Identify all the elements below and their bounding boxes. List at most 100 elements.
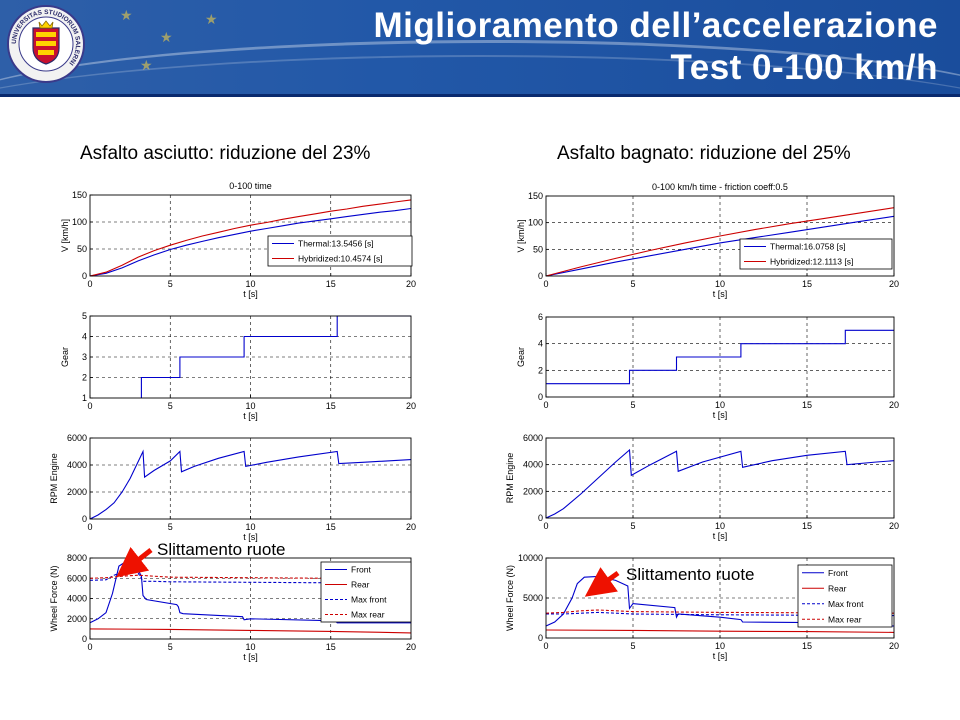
x-tick-label: 20	[406, 642, 416, 652]
x-tick-label: 20	[889, 641, 899, 651]
series-line-rear	[545, 629, 895, 633]
y-axis-label: Gear	[60, 347, 70, 367]
y-tick-label: 2000	[67, 614, 87, 624]
star-icon: ★	[160, 30, 173, 46]
y-tick-label: 150	[72, 190, 87, 200]
star-icon: ★	[120, 8, 133, 24]
x-axis-label: t [s]	[713, 289, 728, 299]
y-tick-label: 0	[538, 633, 543, 643]
x-tick-label: 0	[87, 401, 92, 411]
x-tick-label: 5	[630, 400, 635, 410]
x-tick-label: 10	[245, 401, 255, 411]
chart-dry-speed: 0 5 10 15 20 0 50 100 150 t [s] V [km/h] 0-100 time…	[60, 181, 416, 299]
series-line-data	[545, 448, 895, 519]
x-tick-label: 0	[543, 641, 548, 651]
y-axis-label: Wheel Force (N)	[49, 565, 59, 631]
x-axis-label: t [s]	[243, 532, 258, 542]
series-line-thermal	[89, 207, 412, 277]
x-tick-label: 10	[245, 642, 255, 652]
y-tick-label: 100	[72, 217, 87, 227]
series-line-rear	[89, 628, 412, 634]
legend-entry: Max front	[351, 595, 387, 605]
legend-box	[267, 235, 413, 267]
y-tick-label: 4000	[67, 460, 87, 470]
x-tick-label: 5	[630, 521, 635, 531]
y-tick-label: 0	[82, 634, 87, 644]
x-tick-label: 5	[630, 279, 635, 289]
y-tick-label: 2	[82, 373, 87, 383]
chart-title: 0-100 km/h time - friction coeff:0.5	[652, 182, 788, 192]
chart-wet-rpm: 0 5 10 15 20 0 2000 4000 6000 t [s] RPM Engine	[505, 433, 899, 541]
legend-entry: Front	[351, 565, 371, 575]
y-tick-label: 0	[538, 513, 543, 523]
y-tick-label: 6	[538, 312, 543, 322]
series-line-hybridized	[545, 207, 895, 277]
series-line-front	[89, 561, 411, 624]
x-axis-label: t [s]	[243, 411, 258, 421]
slide-title-line1: Miglioramento dell’accelerazione	[373, 6, 938, 45]
x-tick-label: 20	[889, 521, 899, 531]
y-axis-label: V [km/h]	[516, 219, 526, 252]
slide-title-line2: Test 0-100 km/h	[670, 48, 938, 87]
series-line-thermal	[545, 215, 895, 277]
y-tick-label: 6000	[523, 433, 543, 443]
plot-frame	[545, 437, 895, 519]
caption-dry-asphalt: Asfalto asciutto: riduzione del 23%	[80, 143, 371, 164]
x-tick-label: 10	[715, 641, 725, 651]
x-tick-label: 20	[406, 401, 416, 411]
chart-title: 0-100 time	[229, 181, 272, 191]
x-tick-label: 0	[87, 279, 92, 289]
plot-frame	[545, 557, 895, 639]
x-tick-label: 15	[326, 522, 336, 532]
y-tick-label: 1	[82, 393, 87, 403]
x-tick-label: 5	[630, 641, 635, 651]
y-tick-label: 2	[538, 365, 543, 375]
x-axis-label: t [s]	[713, 410, 728, 420]
legend-box	[320, 561, 412, 623]
y-tick-label: 4000	[67, 594, 87, 604]
star-icon: ★	[140, 58, 153, 74]
x-tick-label: 20	[889, 279, 899, 289]
x-axis-label: t [s]	[243, 289, 258, 299]
x-tick-label: 15	[802, 521, 812, 531]
x-tick-label: 5	[168, 642, 173, 652]
series-line-max-rear	[545, 609, 895, 614]
y-tick-label: 150	[528, 191, 543, 201]
legend-entry: Rear	[828, 583, 847, 593]
x-tick-label: 15	[802, 641, 812, 651]
plot-frame	[89, 437, 412, 520]
x-tick-label: 10	[715, 400, 725, 410]
header-divider	[0, 94, 960, 97]
legend-entry: Hybridized:10.4574 [s]	[298, 254, 383, 264]
y-axis-label: Wheel Force (N)	[505, 565, 515, 631]
series-line-data	[140, 315, 411, 398]
slide-header: ★ ★ ★ ★ UNIVERSITAS STUDIORUM SALERNI Mi…	[0, 0, 960, 94]
y-tick-label: 5	[82, 311, 87, 321]
legend-entry: Thermal:16.0758 [s]	[770, 242, 846, 252]
plot-frame	[89, 315, 412, 399]
chart-dry-gear: 0 5 10 15 20 1 2 3 4 5 t [s] Gear	[60, 311, 416, 421]
annotation-wheel-slip-dry: Slittamento ruote	[157, 540, 286, 559]
y-tick-label: 0	[82, 271, 87, 281]
x-tick-label: 15	[802, 279, 812, 289]
chart-wet-gear: 0 5 10 15 20 0 2 4 6 t [s] Gear	[516, 312, 899, 420]
legend-entry: Front	[828, 568, 848, 578]
series-line-max-front	[89, 570, 412, 584]
x-tick-label: 5	[168, 522, 173, 532]
x-tick-label: 0	[543, 279, 548, 289]
x-tick-label: 0	[87, 642, 92, 652]
x-axis-label: t [s]	[713, 531, 728, 541]
chart-dry-force: 0 5 10 15 20 0 2000 4000 6000 8000 t [s] Wheel Forc…	[49, 553, 416, 662]
y-tick-label: 4000	[523, 460, 543, 470]
legend-entry: Max front	[828, 599, 864, 609]
legend-entry: Thermal:13.5456 [s]	[298, 239, 374, 249]
header-swoosh	[0, 55, 960, 94]
x-axis-label: t [s]	[243, 652, 258, 662]
y-tick-label: 4	[538, 339, 543, 349]
legend-box	[739, 238, 893, 270]
y-tick-label: 2000	[523, 486, 543, 496]
legend-entry: Hybridized:12.1113 [s]	[770, 257, 853, 267]
star-icon: ★	[205, 12, 218, 28]
x-tick-label: 5	[168, 279, 173, 289]
